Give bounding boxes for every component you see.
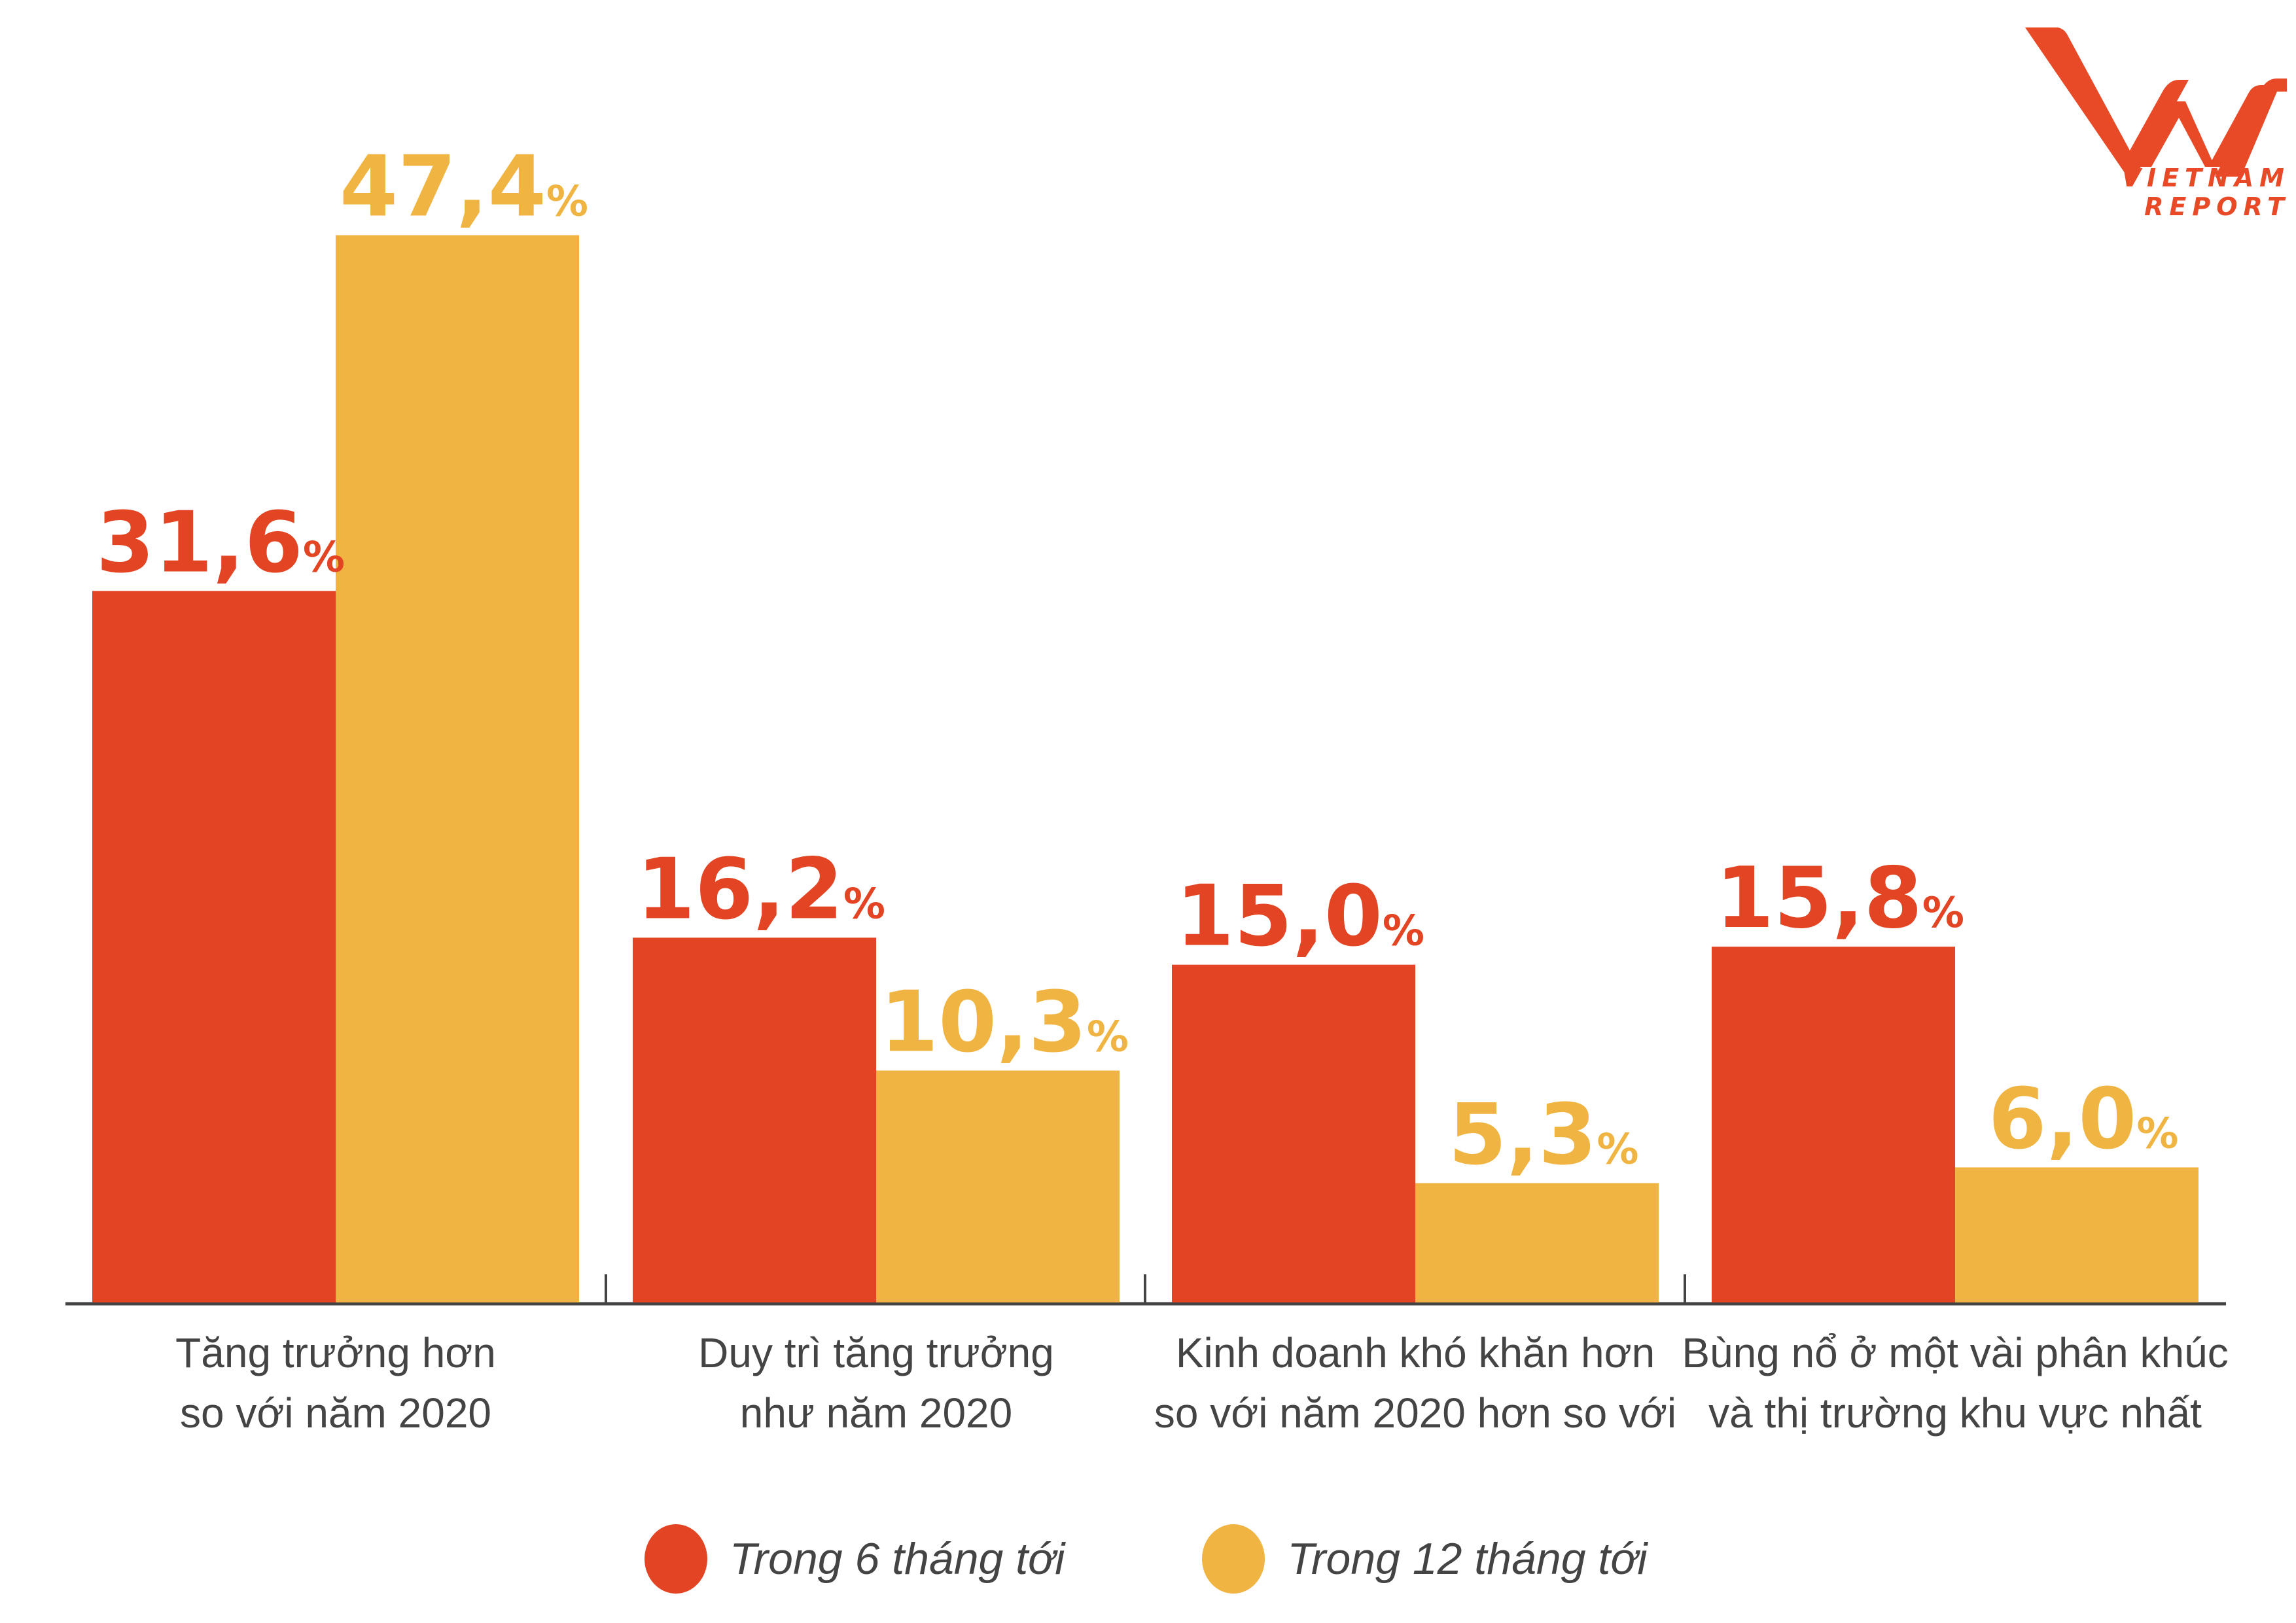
legend-label: Trong 12 tháng tới bbox=[1287, 1534, 1648, 1584]
value-label: 10,3% bbox=[880, 973, 1129, 1071]
bar-12-months-0 bbox=[336, 235, 579, 1303]
legend: Trong 6 tháng tới Trong 12 tháng tới bbox=[645, 1524, 1785, 1594]
logo-text: VIETNAM REPORT bbox=[2121, 164, 2290, 221]
value-label: 15,8% bbox=[1716, 850, 1964, 947]
bar-6-months-3 bbox=[1712, 947, 1955, 1302]
bar-6-months-2 bbox=[1172, 964, 1415, 1302]
category-label: Duy trì tăng trưởng bbox=[698, 1329, 1054, 1376]
value-label: 6,0% bbox=[1988, 1070, 2179, 1168]
bar-6-months-1 bbox=[633, 937, 876, 1302]
bar-12-months-3 bbox=[1955, 1167, 2199, 1302]
legend-swatch-6-months bbox=[645, 1524, 707, 1594]
value-label: 15,0% bbox=[1176, 868, 1424, 966]
vnr-logo-icon bbox=[2025, 27, 2287, 183]
category-label: như năm 2020 bbox=[740, 1389, 1012, 1437]
category-label: so với năm 2020 bbox=[180, 1389, 491, 1437]
category-label: và thị trường khu vực nhất bbox=[1708, 1389, 2202, 1437]
category-label: Bùng nổ ở một vài phân khúc bbox=[1682, 1329, 2228, 1376]
category-label: so với năm 2020 hơn so với bbox=[1154, 1389, 1676, 1437]
bar-12-months-2 bbox=[1415, 1183, 1659, 1302]
value-label: 16,2% bbox=[637, 841, 885, 938]
legend-item-6-months: Trong 6 tháng tới bbox=[645, 1524, 1065, 1594]
legend-item-12-months: Trong 12 tháng tới bbox=[1202, 1524, 1648, 1594]
value-label: 31,6% bbox=[96, 494, 345, 591]
category-label: Tăng trưởng hơn bbox=[175, 1329, 496, 1376]
bar-12-months-1 bbox=[876, 1070, 1120, 1302]
legend-label: Trong 6 tháng tới bbox=[730, 1534, 1065, 1584]
value-label: 5,3% bbox=[1449, 1087, 1639, 1184]
category-label: Kinh doanh khó khăn hơn bbox=[1176, 1329, 1655, 1376]
legend-swatch-12-months bbox=[1202, 1524, 1265, 1594]
value-label: 47,4% bbox=[340, 138, 588, 236]
bar-6-months-0 bbox=[92, 591, 336, 1302]
